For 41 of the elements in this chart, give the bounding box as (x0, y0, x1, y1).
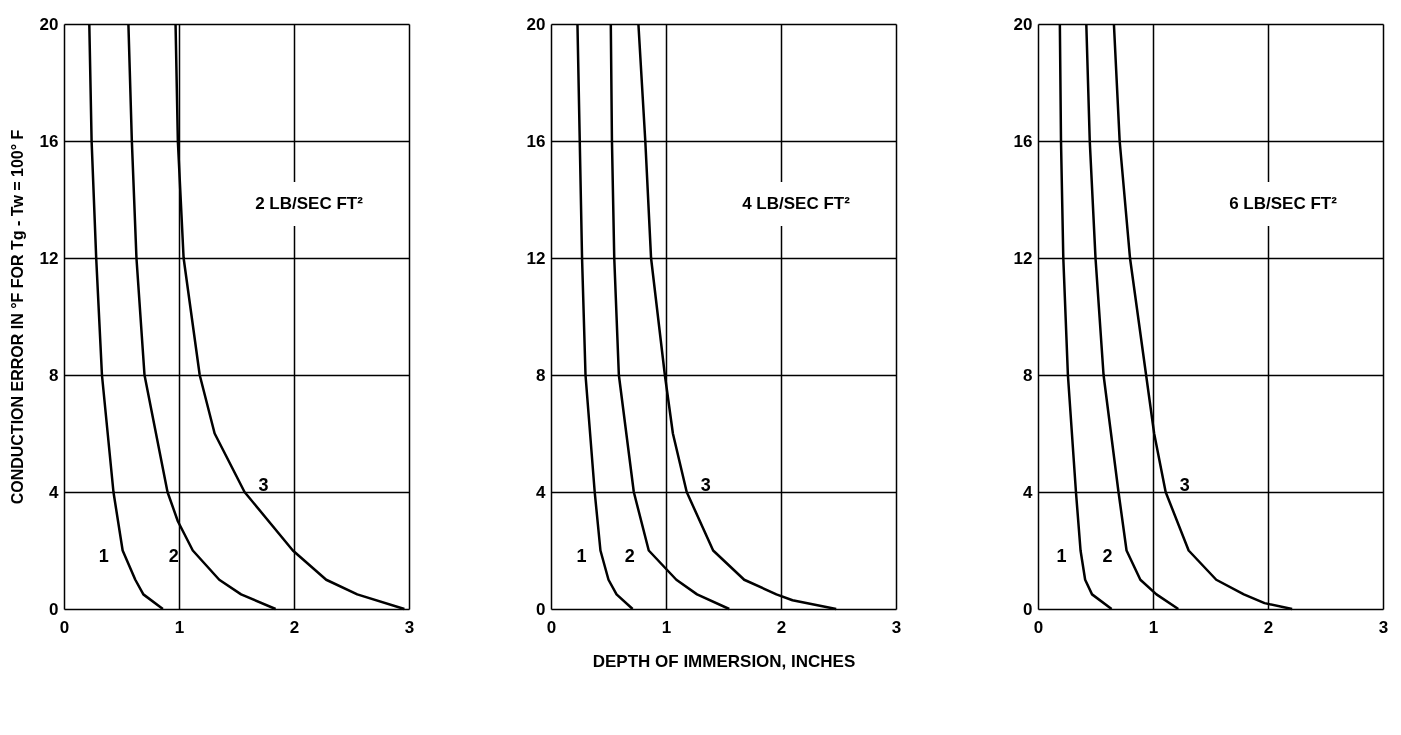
annotation: 2 LB/SEC FT² (255, 194, 364, 213)
y-tick-label: 12 (39, 248, 59, 268)
y-tick-label: 20 (39, 14, 59, 34)
x-tick-label: 3 (1378, 617, 1389, 637)
series-label: 3 (700, 475, 711, 495)
y-tick-label: 0 (49, 599, 59, 619)
y-tick-label: 4 (49, 482, 60, 502)
y-tick-label: 4 (1023, 482, 1034, 502)
series-label: 1 (98, 545, 109, 566)
y-tick-label: 8 (536, 365, 546, 385)
x-tick-label: 1 (661, 617, 672, 637)
x-tick-label: 1 (174, 617, 185, 637)
y-tick-label: 16 (39, 131, 59, 151)
x-tick-label: 2 (776, 617, 787, 637)
x-tick-label: 2 (289, 617, 300, 637)
x-tick-label: 1 (1148, 617, 1159, 637)
series-label: 2 (624, 545, 635, 566)
series-label: 2 (168, 545, 179, 566)
x-axis-title: DEPTH OF IMMERSION, INCHES (592, 651, 856, 671)
annotation: 6 LB/SEC FT² (1229, 194, 1338, 213)
x-tick-label: 3 (404, 617, 415, 637)
x-tick-label: 2 (1263, 617, 1274, 637)
y-tick-label: 12 (526, 248, 546, 268)
y-tick-label: 0 (536, 599, 546, 619)
y-tick-label: 16 (526, 131, 546, 151)
y-tick-label: 20 (526, 14, 546, 34)
series-label: 3 (1179, 475, 1190, 495)
y-axis-title: CONDUCTION ERROR IN °F FOR Tg - Tw = 100° F (8, 129, 26, 505)
y-tick-label: 16 (1013, 131, 1033, 151)
y-tick-label: 0 (1023, 599, 1033, 619)
series-label: 2 (1102, 545, 1113, 566)
y-tick-label: 4 (536, 482, 547, 502)
series-label: 1 (576, 545, 587, 566)
y-tick-label: 8 (49, 365, 59, 385)
y-tick-label: 8 (1023, 365, 1033, 385)
x-tick-label: 3 (891, 617, 902, 637)
series-label: 1 (1056, 545, 1067, 566)
annotation: 4 LB/SEC FT² (742, 194, 851, 213)
y-tick-label: 20 (1013, 14, 1033, 34)
y-tick-label: 12 (1013, 248, 1033, 268)
series-label: 3 (258, 475, 269, 495)
